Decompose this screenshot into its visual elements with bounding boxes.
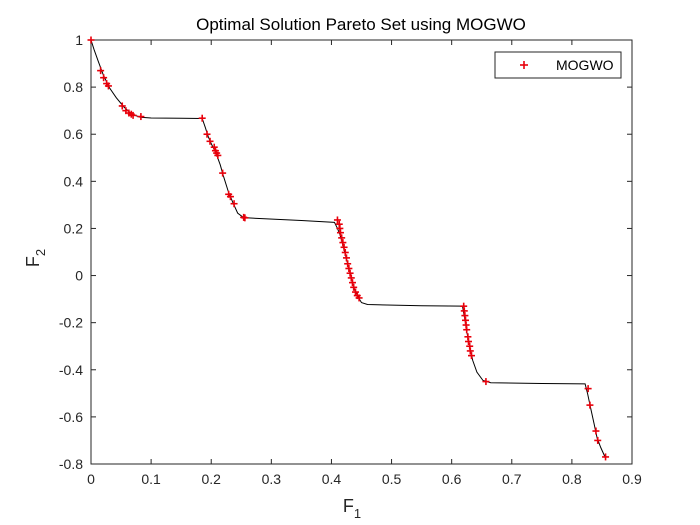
data-point-marker [594, 436, 602, 444]
data-point-marker [584, 385, 592, 393]
data-point-marker [203, 130, 211, 138]
x-tick-label: 0.9 [622, 471, 642, 487]
y-tick-label: -0.6 [59, 409, 83, 425]
legend: MOGWO [494, 51, 622, 79]
x-tick-label: 0.7 [502, 471, 522, 487]
legend-label-mogwo: MOGWO [556, 57, 614, 73]
data-point-marker [338, 234, 346, 242]
data-point-marker [466, 347, 474, 355]
data-point-marker [355, 294, 363, 302]
y-axis-label-sub: 2 [33, 249, 48, 256]
data-point-marker [336, 229, 344, 237]
x-tick-label: 0.3 [262, 471, 282, 487]
data-point-marker [344, 260, 352, 268]
x-tick-label: 0.5 [382, 471, 402, 487]
data-point-marker [342, 254, 350, 262]
data-point-marker [97, 67, 105, 75]
data-point-marker [602, 453, 610, 461]
data-point-marker [468, 352, 476, 360]
x-axis-label-main: F [343, 496, 354, 516]
data-point-marker [137, 113, 145, 121]
x-axis-label: F1 [343, 496, 361, 521]
y-tick-label: -0.4 [59, 362, 83, 378]
data-point-marker [241, 214, 249, 222]
y-tick-label: 0.4 [64, 173, 84, 189]
data-point-marker [87, 36, 95, 44]
data-point-marker [129, 111, 137, 119]
y-tick-label: 0 [75, 268, 83, 284]
data-point-marker [104, 82, 112, 90]
x-tick-label: 0.2 [201, 471, 221, 487]
data-point-marker [198, 114, 206, 122]
data-point-marker [482, 378, 490, 386]
data-point-marker [100, 74, 108, 82]
data-point-marker [350, 283, 358, 291]
legend-marker [520, 61, 528, 69]
data-point-marker [586, 401, 594, 409]
data-point-marker [230, 200, 238, 208]
data-point-marker [592, 427, 600, 435]
data-point-marker [345, 264, 353, 272]
data-point-marker [118, 102, 126, 110]
x-tick-label: 0.6 [442, 471, 462, 487]
data-point-marker [351, 288, 359, 296]
data-point-marker [347, 274, 355, 282]
legend-box [494, 51, 622, 79]
data-point-marker [464, 338, 472, 346]
data-point-marker [210, 143, 218, 151]
data-point-marker [206, 137, 214, 145]
data-point-marker [333, 216, 341, 224]
x-axis-label-sub: 1 [354, 506, 361, 521]
x-tick-label: 0.1 [141, 471, 161, 487]
y-tick-label: -0.2 [59, 315, 83, 331]
y-axis-label-main: F [23, 256, 43, 267]
data-point-marker [214, 151, 222, 159]
y-tick-label: 0.6 [64, 126, 84, 142]
y-axis-ticks: -0.8 -0.6 -0.4 -0.2 0 0.2 0.4 0.6 0.8 1 [59, 32, 632, 472]
x-axis-ticks: 0 0.1 0.2 0.3 0.4 0.5 0.6 0.7 0.8 0.9 [87, 40, 642, 487]
chart-title: Optimal Solution Pareto Set using MOGWO [196, 15, 526, 34]
data-point-marker [348, 279, 356, 287]
x-tick-label: 0.8 [562, 471, 582, 487]
x-tick-label: 0 [87, 471, 95, 487]
data-point-marker [463, 326, 471, 334]
data-point-marker [346, 269, 354, 277]
y-tick-label: 0.8 [64, 79, 84, 95]
data-point-marker [219, 169, 227, 177]
plot-area [90, 39, 633, 465]
y-axis-label: F2 [23, 249, 48, 267]
x-tick-label: 0.4 [322, 471, 342, 487]
y-tick-label: 1 [75, 32, 83, 48]
mogwo-markers [87, 36, 610, 461]
data-point-marker [339, 239, 347, 247]
data-point-marker [226, 193, 234, 201]
y-tick-label: 0.2 [64, 220, 84, 236]
data-point-marker [340, 243, 348, 251]
y-tick-label: -0.8 [59, 456, 83, 472]
data-point-marker [341, 248, 349, 256]
